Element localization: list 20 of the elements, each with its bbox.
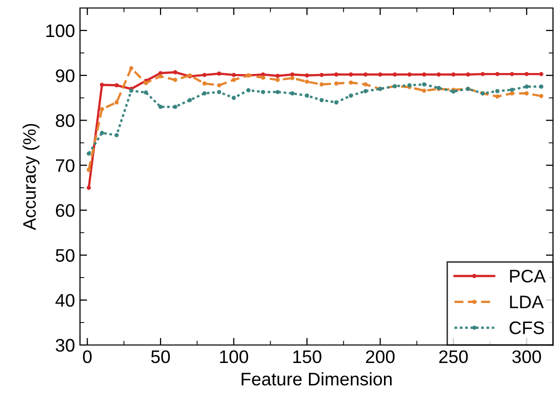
x-tick-label: 100 <box>220 350 248 364</box>
x-tick-label: 150 <box>293 350 322 364</box>
legend-label: LDA <box>510 296 544 308</box>
x-axis-title: Feature Dimension <box>242 372 392 386</box>
y-axis-title: Accuracy (%) <box>22 124 40 230</box>
x-tick-label: 0 <box>83 350 92 364</box>
legend-label: CFS <box>510 321 544 334</box>
y-tick-label: 30 <box>56 338 74 352</box>
y-tick-label: 40 <box>55 294 74 307</box>
x-tick-label: 250 <box>439 350 468 364</box>
y-tick-label: 60 <box>56 204 74 217</box>
x-tick-label: 300 <box>512 350 541 364</box>
x-tick-label: 50 <box>151 350 170 364</box>
y-tick-label: 100 <box>46 24 74 38</box>
y-tick-label: 50 <box>56 249 74 262</box>
y-tick-label: 70 <box>56 159 74 172</box>
x-tick-label: 200 <box>366 350 395 364</box>
y-tick-label: 80 <box>56 114 74 128</box>
legend-label: PCA <box>510 270 546 282</box>
y-tick-label: 90 <box>56 69 74 82</box>
